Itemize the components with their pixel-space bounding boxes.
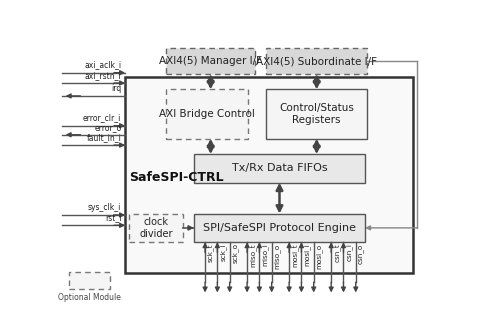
Text: SPI/SafeSPI Protocol Engine: SPI/SafeSPI Protocol Engine [203,223,356,233]
Text: sck_t: sck_t [207,243,214,262]
Text: SafeSPI-CTRL: SafeSPI-CTRL [129,171,224,184]
Text: error_clr_i: error_clr_i [83,114,121,123]
Text: irq: irq [111,84,121,93]
Text: clock
divider: clock divider [139,217,172,239]
Text: AXI4(5) Subordinate I/F: AXI4(5) Subordinate I/F [256,56,377,66]
Text: mosi_t: mosi_t [291,243,298,267]
Text: sys_clk_i: sys_clk_i [88,203,121,212]
Bar [266,89,367,139]
Text: error_o: error_o [94,123,121,132]
Bar [194,154,365,183]
Bar [129,214,183,242]
Text: axi_rstn_i: axi_rstn_i [84,71,121,80]
Text: mosi_o: mosi_o [316,243,323,268]
Text: miso_i: miso_i [262,243,268,266]
Text: sck_i: sck_i [219,243,227,261]
Bar [69,272,110,289]
Text: miso_o: miso_o [274,243,281,268]
Bar [194,214,365,242]
Text: csn_t: csn_t [334,243,340,262]
Text: AXI Bridge Control: AXI Bridge Control [159,109,255,119]
Text: Control/Status
Registers: Control/Status Registers [279,103,354,125]
Text: rst_i: rst_i [105,213,121,222]
Text: fault_in_i: fault_in_i [86,133,121,142]
Bar [166,48,255,74]
Bar [166,89,248,139]
Bar [125,77,413,273]
Bar [266,48,367,74]
Text: axi_aclk_i: axi_aclk_i [84,60,121,70]
Text: csn_i: csn_i [346,243,352,261]
Text: csn_o: csn_o [358,243,364,264]
Text: Tx/Rx Data FIFOs: Tx/Rx Data FIFOs [232,163,327,173]
Text: miso_t: miso_t [249,243,256,267]
Text: mosi_i: mosi_i [304,243,311,266]
Text: sck_o: sck_o [232,243,239,263]
Text: Optional Module: Optional Module [59,293,121,302]
Text: AXI4(5) Manager I/F: AXI4(5) Manager I/F [159,56,262,66]
